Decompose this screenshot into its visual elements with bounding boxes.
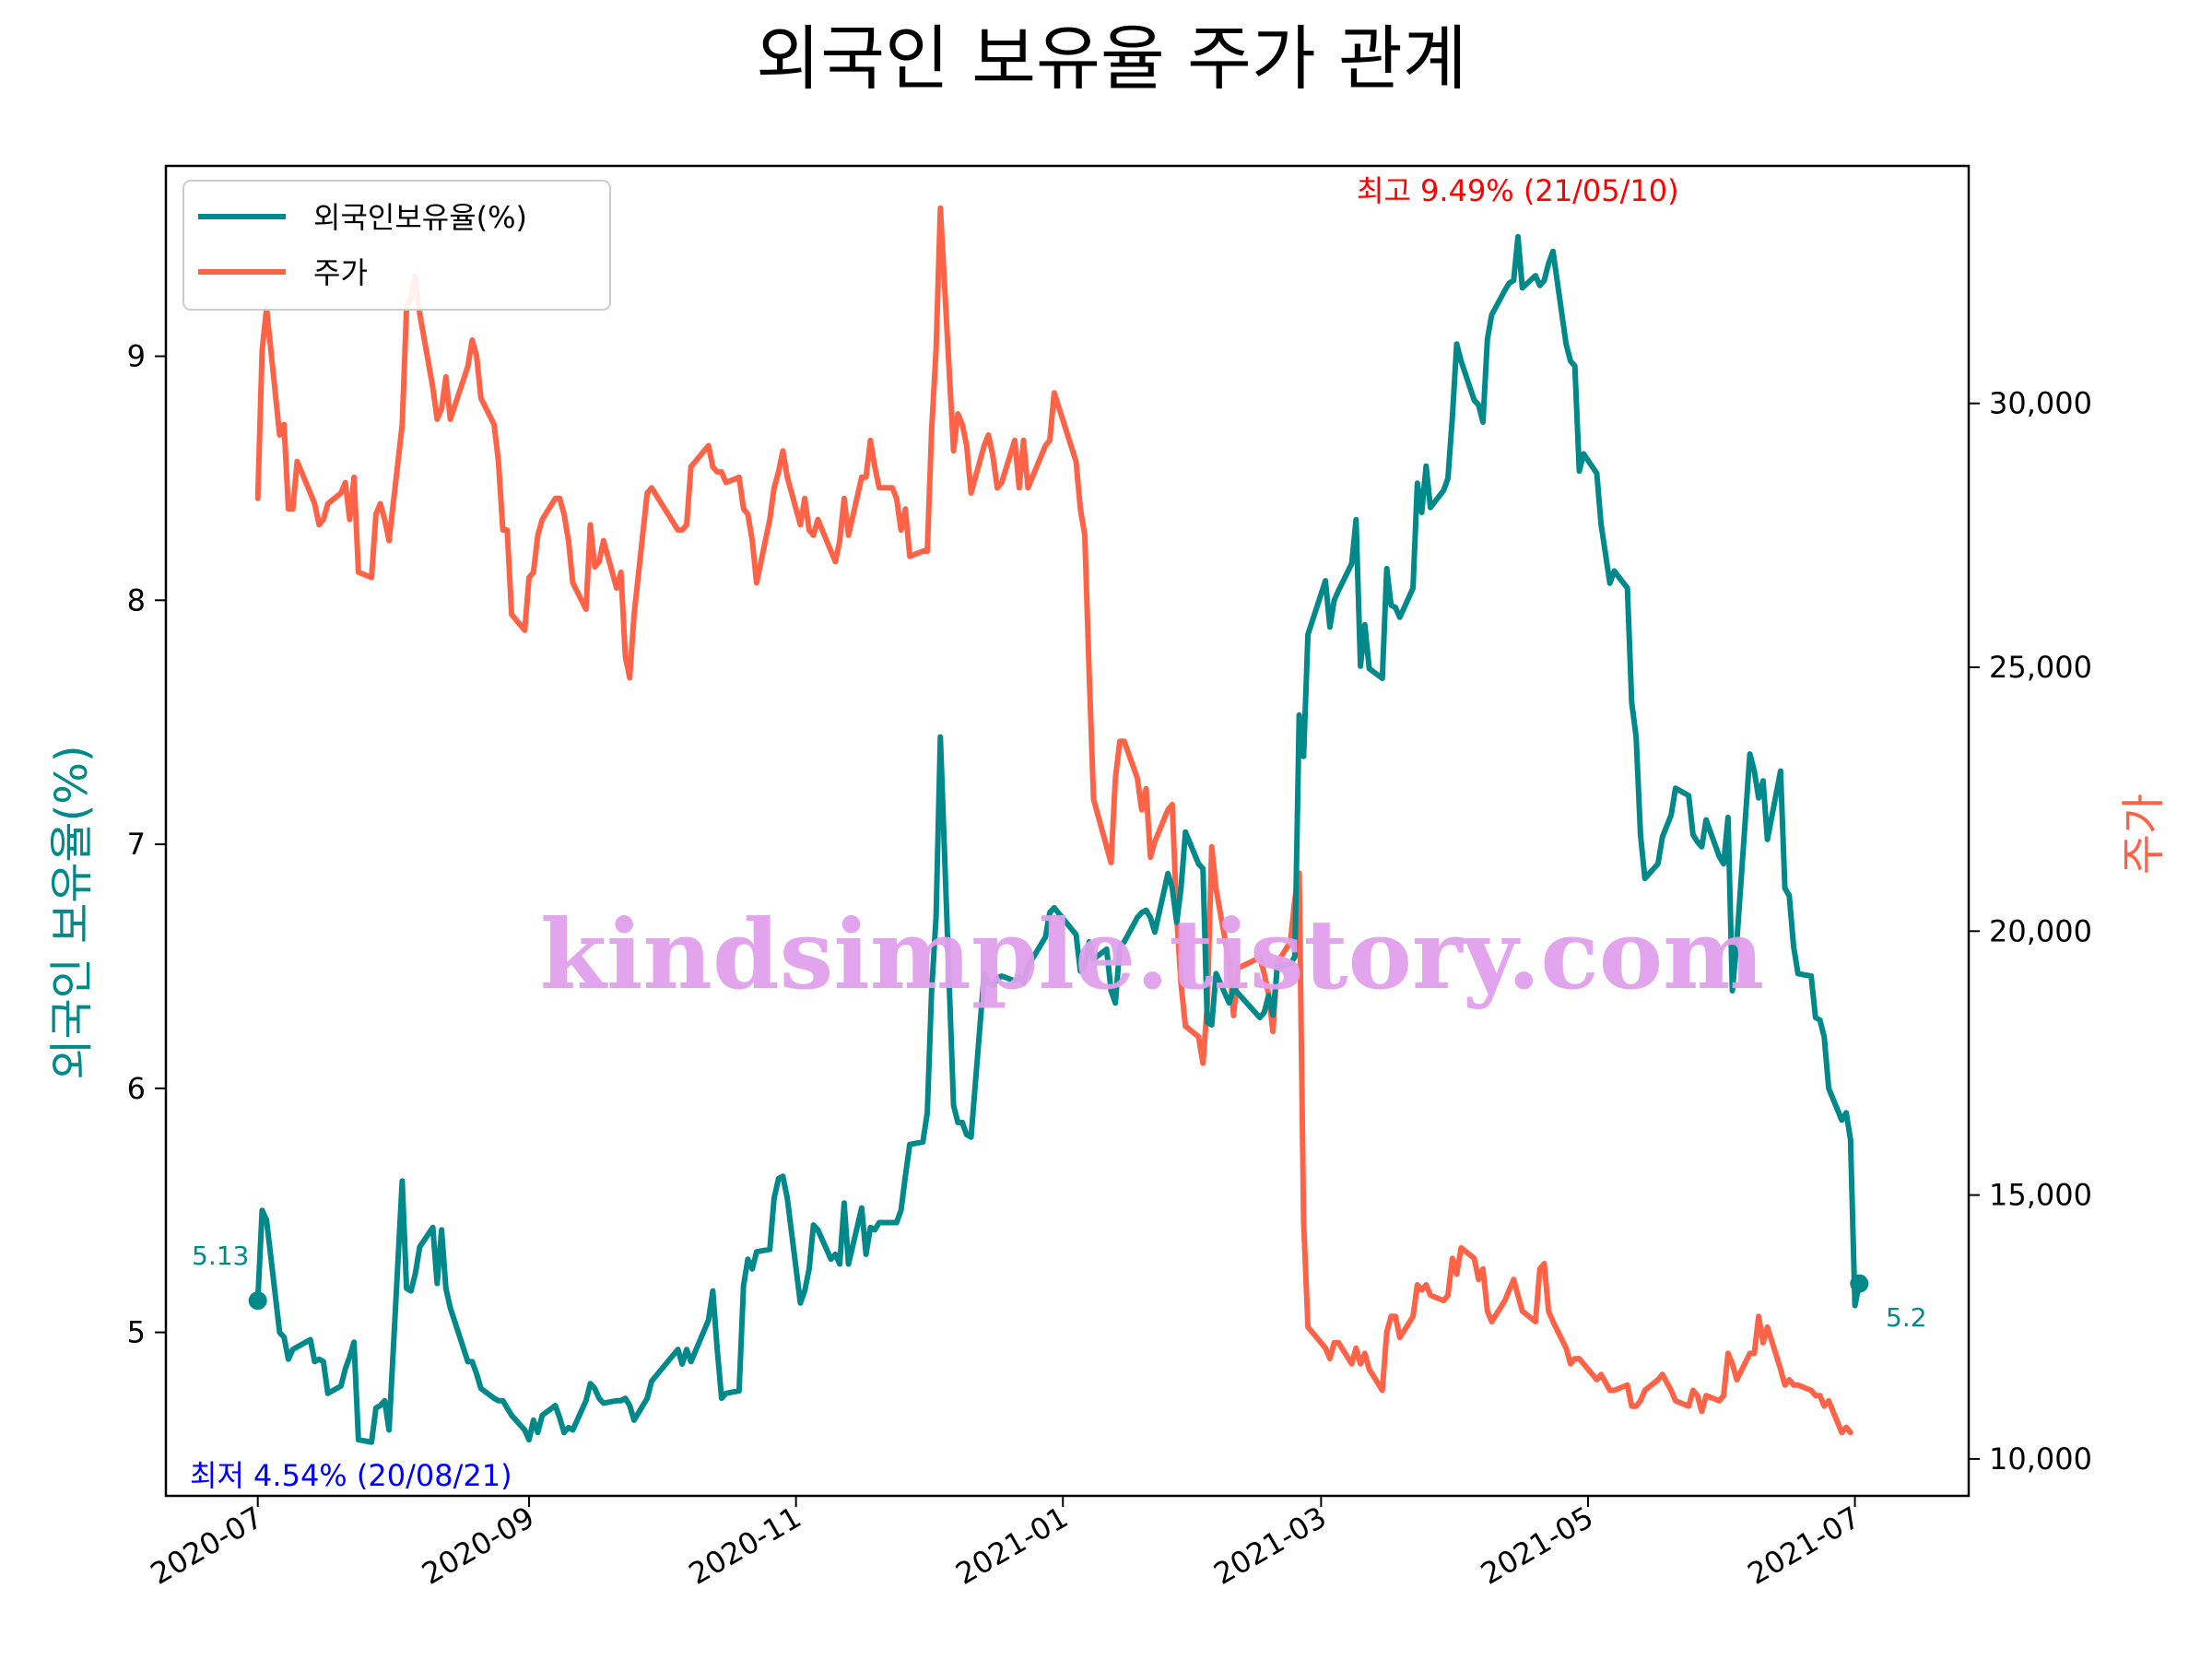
- legend-box: [182, 180, 611, 311]
- y-left-tick-label: 7: [127, 827, 146, 862]
- y-right-tick-label: 25,000: [1989, 650, 2092, 685]
- start-marker: [248, 1291, 267, 1311]
- ownership-line: [254, 233, 1863, 1445]
- legend-label-ownership: 외국인보유율(%): [313, 200, 527, 235]
- chart-title: 외국인 보유율 주가 관계: [756, 18, 1467, 100]
- legend-label-price: 주가: [313, 255, 368, 290]
- y-right-tick-label: 15,000: [1989, 1178, 2092, 1213]
- y-right-tick-label: 20,000: [1989, 913, 2092, 948]
- end-marker: [1850, 1274, 1869, 1293]
- price-line: [254, 205, 1853, 1436]
- y-right-tick-label: 30,000: [1989, 386, 2092, 421]
- y-left-tick-label: 6: [127, 1071, 146, 1106]
- legend: 외국인보유율(%) 주가: [182, 180, 611, 311]
- plot-area: [164, 164, 1971, 1498]
- min-annotation: 최저 4.54% (20/08/21): [190, 1458, 512, 1493]
- watermark: kindsimple.tistory.com: [540, 898, 1764, 1011]
- y-left-tick-label: 5: [127, 1315, 146, 1350]
- end-value-label: 5.2: [1886, 1302, 1927, 1333]
- y-right-axis-title: 주가: [2118, 794, 2170, 875]
- series-layer: [254, 205, 1863, 1445]
- y-left-tick-label: 8: [127, 582, 146, 618]
- y-left-axis-title: 외국인 보유율(%): [46, 745, 98, 1079]
- max-annotation: 최고 9.49% (21/05/10): [1357, 173, 1679, 208]
- y-left-tick-label: 9: [127, 339, 146, 374]
- start-value-label: 5.13: [192, 1241, 249, 1271]
- y-right-tick-label: 10,000: [1989, 1441, 2092, 1477]
